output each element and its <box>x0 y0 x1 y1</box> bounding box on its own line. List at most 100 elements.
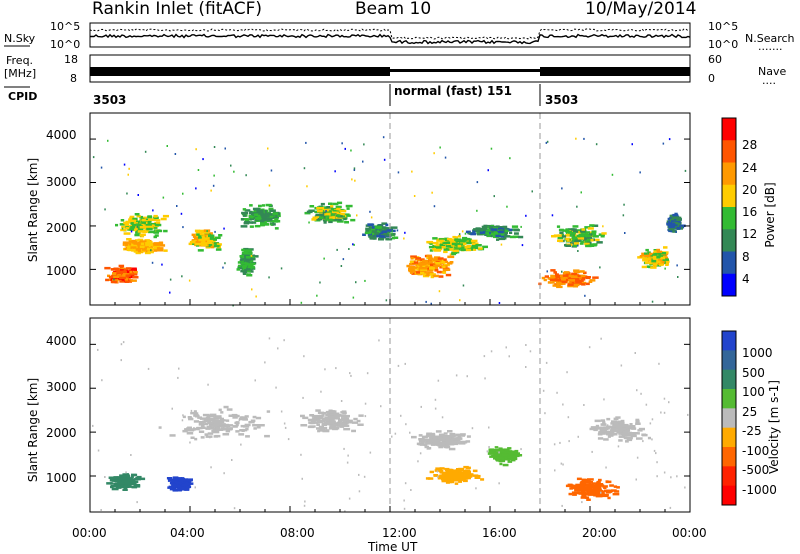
velocity-panel-cell <box>131 482 137 486</box>
velocity-panel-cell <box>635 422 641 425</box>
velocity-panel-cell <box>336 421 342 425</box>
velocity-panel-cell <box>343 427 351 431</box>
power-panel-cell <box>383 231 391 235</box>
power-cbar-tick: 8 <box>742 250 750 264</box>
power-panel-cell <box>416 262 421 265</box>
power-panel-cell <box>134 213 140 216</box>
velocity-panel-cell <box>577 435 579 438</box>
velocity-panel-cell <box>241 429 245 432</box>
velocity-panel-cell <box>424 445 430 449</box>
velocity-panel-cell <box>515 454 523 457</box>
power-panel-cell <box>433 274 440 278</box>
power-panel-cell <box>377 230 381 233</box>
power-panel-cell <box>208 234 215 237</box>
power-panel-cell <box>587 236 592 239</box>
power-panel-cell <box>142 216 148 220</box>
velocity-panel-cell <box>618 432 622 435</box>
power-panel-cell <box>153 215 157 218</box>
velocity-panel-cell <box>264 434 270 438</box>
power-panel-cell <box>355 281 357 284</box>
power-panel-cell <box>556 225 561 228</box>
power-panel-cell <box>576 205 578 208</box>
velocity-panel-cell <box>317 411 325 415</box>
power-panel-cell <box>451 242 457 246</box>
velocity-panel-cell <box>437 438 441 441</box>
power-panel-cell <box>651 259 657 263</box>
velocity-panel-cell <box>605 480 612 484</box>
power-panel-cell <box>521 244 524 247</box>
power-panel-cell <box>364 279 366 282</box>
velocity-panel-cell <box>321 427 328 430</box>
power-panel-cell <box>200 241 208 244</box>
velocity-panel-cell <box>232 425 238 428</box>
velocity-panel-cell <box>394 432 397 435</box>
power-panel-cell <box>672 213 679 217</box>
velocity-panel-cell <box>614 424 621 428</box>
power-panel-cell <box>379 228 383 232</box>
velocity-panel-cell <box>214 424 221 428</box>
power-panel-cell <box>119 223 126 226</box>
power-panel-cell <box>427 271 434 274</box>
power-panel-cell <box>213 146 216 148</box>
velocity-panel-cell <box>310 419 316 422</box>
power-panel-cell <box>550 281 555 284</box>
freq-tick-bottom: 8 <box>70 72 77 85</box>
power-panel-cell <box>392 232 396 236</box>
power-panel-cell <box>397 171 400 174</box>
power-panel-cell <box>146 227 153 231</box>
power-panel-cell <box>427 262 431 265</box>
power-panel-cell <box>351 178 353 181</box>
velocity-panel-cell <box>663 397 666 400</box>
velocity-panel-cell <box>553 443 556 446</box>
velocity-panel-cell <box>436 468 442 471</box>
power-panel-cell <box>432 248 436 251</box>
velocity-panel-cell <box>554 469 556 472</box>
velocity-panel-cell <box>104 476 106 478</box>
velocity-panel-cell <box>391 435 393 438</box>
power-panel-cell <box>584 242 590 246</box>
power-panel-cell <box>253 208 260 211</box>
power-panel-cell <box>198 236 202 240</box>
velocity-panel-cell <box>619 431 625 435</box>
power-panel-cell <box>254 217 260 220</box>
nave-tick-top: 60 <box>708 53 722 66</box>
power-panel-cell <box>257 212 264 215</box>
velocity-panel-cell <box>596 481 601 484</box>
power-panel-cell <box>308 221 310 224</box>
velocity-panel-cell <box>214 426 221 429</box>
velocity-panel-cell <box>603 486 607 489</box>
power-panel-cell <box>274 218 279 221</box>
velocity-panel-cell <box>303 504 306 507</box>
power-panel-cell <box>531 190 533 193</box>
power-panel-cell <box>662 142 665 145</box>
velocity-panel-cell <box>226 424 231 428</box>
power-panel-cell <box>125 223 130 227</box>
velocity-cbar-swatch <box>722 389 736 409</box>
velocity-panel-cell <box>212 430 220 434</box>
velocity-panel-cell <box>255 416 262 420</box>
power-panel-cell <box>142 248 147 251</box>
power-panel-cell <box>256 210 264 213</box>
velocity-panel-cell <box>223 425 229 428</box>
velocity-panel-cell <box>334 422 341 426</box>
velocity-panel-cell <box>456 441 460 445</box>
velocity-cbar-swatch <box>722 331 736 351</box>
velocity-panel-cell <box>587 493 595 496</box>
velocity-ytick: 1000 <box>46 471 77 485</box>
power-panel-cell <box>413 195 416 197</box>
beam-title: Beam 10 <box>355 0 432 19</box>
velocity-panel-cell <box>123 481 130 484</box>
velocity-panel-cell <box>472 474 479 477</box>
power-panel-cell <box>195 244 200 247</box>
velocity-panel-cell <box>308 421 313 424</box>
power-panel-cell <box>506 228 513 232</box>
power-panel-cell <box>129 215 135 219</box>
freq-band <box>90 67 390 76</box>
velocity-panel-cell <box>510 458 516 462</box>
velocity-panel-cell <box>177 478 181 481</box>
velocity-panel-cell <box>449 435 456 438</box>
power-panel-cell <box>100 166 103 169</box>
velocity-panel-cell <box>493 448 500 452</box>
power-panel-cell <box>438 290 441 293</box>
power-panel-cell <box>489 226 494 229</box>
